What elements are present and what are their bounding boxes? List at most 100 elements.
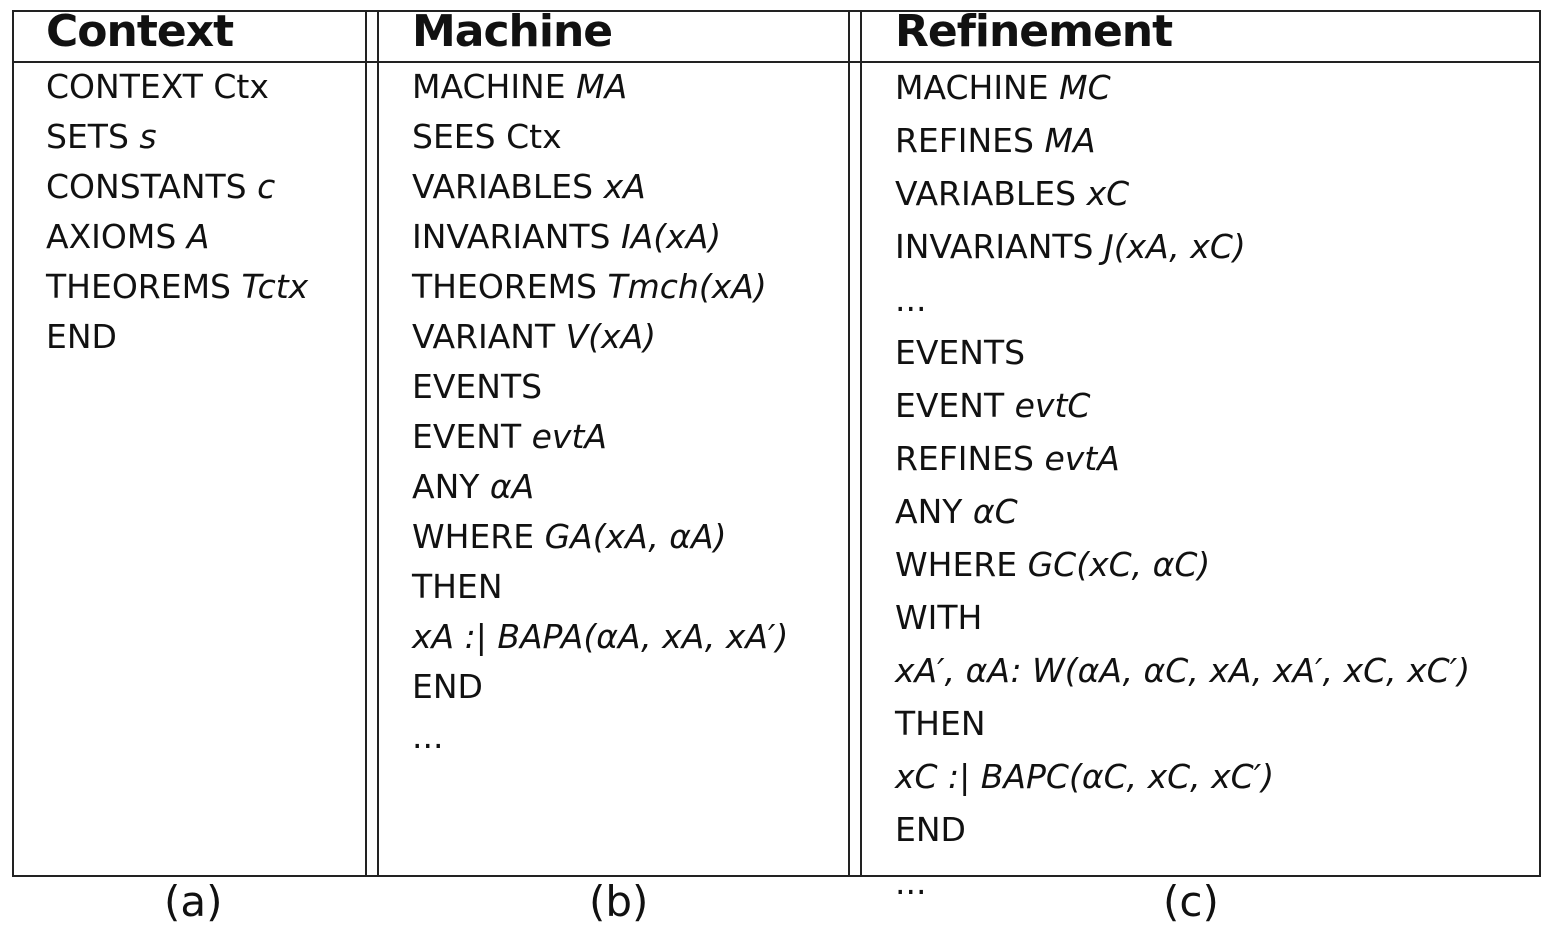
keyword-text: MACHINE <box>895 68 1060 107</box>
code-line: WHERE GA(xA, αA) <box>412 512 788 562</box>
code-line: END <box>412 662 788 712</box>
keyword-text: THEOREMS <box>412 267 608 306</box>
keyword-text: WHERE <box>412 517 545 556</box>
code-line: INVARIANTS IA(xA) <box>412 212 788 262</box>
expression-text: GA(xA, αA) <box>544 517 727 556</box>
code-line: MACHINE MC <box>895 61 1470 114</box>
code-line: REFINES evtA <box>895 432 1470 485</box>
code-line: CONTEXT Ctx <box>46 62 308 112</box>
keyword-text: END <box>46 317 117 356</box>
machine-column: Machine MACHINE MA SEES Ctx VARIABLES xA IN… <box>412 10 788 762</box>
code-line: VARIABLES xC <box>895 167 1470 220</box>
keyword-text: ... <box>895 280 927 319</box>
keyword-text: ... <box>895 863 927 902</box>
keyword-text: EVENT <box>412 417 532 456</box>
code-line: ... <box>895 273 1470 326</box>
keyword-text: INVARIANTS <box>412 217 621 256</box>
code-line: xA′, αA: W(αA, αC, xA, xA′, xC, xC′) <box>895 644 1470 697</box>
keyword-text: VARIABLES <box>895 174 1087 213</box>
expression-text: c <box>257 167 276 206</box>
code-line: EVENTS <box>895 326 1470 379</box>
keyword-text: SEES Ctx <box>412 117 562 156</box>
column-lines: MACHINE MC REFINES MA VARIABLES xC INVARIAN… <box>895 61 1470 909</box>
column-divider <box>848 10 850 877</box>
code-line: WHERE GC(xC, αC) <box>895 538 1470 591</box>
expression-text: Tctx <box>241 267 309 306</box>
column-header: Machine <box>412 6 613 57</box>
keyword-text: EVENTS <box>412 367 543 406</box>
context-column: Context CONTEXT Ctx SETS s CONSTANTS c AXIO… <box>46 10 308 362</box>
keyword-text: REFINES <box>895 121 1045 160</box>
caption-b: (b) <box>589 877 649 926</box>
keyword-text: END <box>412 667 483 706</box>
code-line: THEOREMS Tmch(xA) <box>412 262 788 312</box>
keyword-text: MACHINE <box>412 67 577 106</box>
keyword-text: THEN <box>412 567 503 606</box>
keyword-text: VARIANT <box>412 317 566 356</box>
column-divider <box>365 10 367 877</box>
expression-text: s <box>139 117 157 156</box>
expression-text: evtA <box>531 417 607 456</box>
expression-text: xC :| BAPC(αC, xC, xC′) <box>895 757 1275 796</box>
keyword-text: REFINES <box>895 439 1045 478</box>
keyword-text: EVENT <box>895 386 1015 425</box>
keyword-text: END <box>895 810 966 849</box>
code-line: END <box>46 312 308 362</box>
column-header: Context <box>46 6 234 57</box>
keyword-text: THEOREMS <box>46 267 242 306</box>
expression-text: A <box>186 217 210 256</box>
keyword-text: WITH <box>895 598 983 637</box>
table-frame <box>12 10 1541 877</box>
code-line: ANY αC <box>895 485 1470 538</box>
expression-text: xA′, αA: W(αA, αC, xA, xA′, xC, xC′) <box>895 651 1471 690</box>
code-line: WITH <box>895 591 1470 644</box>
code-line: SETS s <box>46 112 308 162</box>
keyword-text: EVENTS <box>895 333 1026 372</box>
keyword-text: ANY <box>895 492 973 531</box>
code-line: ... <box>895 856 1470 909</box>
code-line: MACHINE MA <box>412 62 788 112</box>
keyword-text: INVARIANTS <box>895 227 1104 266</box>
header-divider <box>12 61 1541 63</box>
refinement-column: Refinement MACHINE MC REFINES MA VARIABLES… <box>895 10 1470 909</box>
expression-text: αC <box>972 492 1018 531</box>
code-line: ANY αA <box>412 462 788 512</box>
expression-text: IA(xA) <box>620 217 722 256</box>
expression-text: evtC <box>1014 386 1091 425</box>
expression-text: V(xA) <box>565 317 657 356</box>
keyword-text: VARIABLES <box>412 167 604 206</box>
code-line: REFINES MA <box>895 114 1470 167</box>
expression-text: xA :| BAPA(αA, xA, xA′) <box>412 617 789 656</box>
caption-a: (a) <box>164 877 223 926</box>
expression-text: xC <box>1086 174 1130 213</box>
code-line: VARIANT V(xA) <box>412 312 788 362</box>
code-line: EVENTS <box>412 362 788 412</box>
code-line: VARIABLES xA <box>412 162 788 212</box>
keyword-text: WHERE <box>895 545 1028 584</box>
column-lines: CONTEXT Ctx SETS s CONSTANTS c AXIOMS A THEO… <box>46 62 308 362</box>
expression-text: J(xA, xC) <box>1103 227 1246 266</box>
keyword-text: ANY <box>412 467 490 506</box>
code-line: THEN <box>895 697 1470 750</box>
expression-text: MA <box>576 67 628 106</box>
keyword-text: ... <box>412 717 444 756</box>
code-line: THEN <box>412 562 788 612</box>
keyword-text: CONSTANTS <box>46 167 258 206</box>
expression-text: Tmch(xA) <box>607 267 767 306</box>
expression-text: xA <box>603 167 646 206</box>
expression-text: MC <box>1059 68 1111 107</box>
code-line: CONSTANTS c <box>46 162 308 212</box>
column-header: Refinement <box>895 6 1173 57</box>
code-line: SEES Ctx <box>412 112 788 162</box>
code-line: EVENT evtC <box>895 379 1470 432</box>
code-line: xC :| BAPC(αC, xC, xC′) <box>895 750 1470 803</box>
expression-text: MA <box>1044 121 1096 160</box>
expression-text: αA <box>489 467 535 506</box>
keyword-text: SETS <box>46 117 140 156</box>
keyword-text: AXIOMS <box>46 217 187 256</box>
keyword-text: CONTEXT Ctx <box>46 67 269 106</box>
code-line: END <box>895 803 1470 856</box>
expression-text: GC(xC, αC) <box>1027 545 1211 584</box>
code-line: THEOREMS Tctx <box>46 262 308 312</box>
code-line: INVARIANTS J(xA, xC) <box>895 220 1470 273</box>
